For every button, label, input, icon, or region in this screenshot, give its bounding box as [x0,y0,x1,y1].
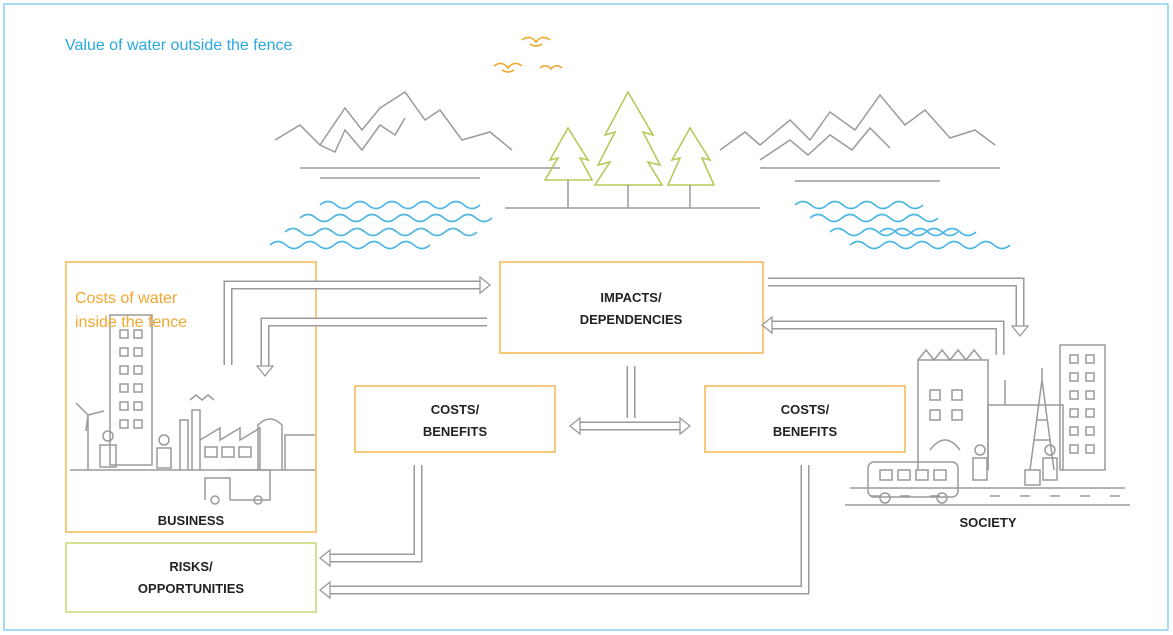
node-label: IMPACTS/ [600,290,662,305]
arrow-head [568,416,581,436]
node-label: BENEFITS [423,424,488,439]
node-label: COSTS/ [781,402,830,417]
node-box [499,261,764,354]
node-label: OPPORTUNITIES [138,581,245,596]
node-box [354,385,556,453]
tree-trunks [567,180,691,208]
wave [879,227,977,237]
mountains [274,90,1000,209]
arrow-outline [768,277,1025,326]
wave [269,240,431,250]
arrow-inner [330,465,808,593]
wave [829,227,959,237]
waves [269,200,1011,250]
node-box [704,385,906,453]
arrow-inner [330,465,421,561]
node-label: DEPENDENCIES [580,312,683,327]
birds [493,36,563,73]
business-illustration [70,314,315,505]
arrow-head [1010,325,1030,338]
arrow-outline [772,320,1005,355]
society-illustration [845,344,1130,506]
wave [794,200,924,210]
business-box [65,261,317,533]
wave [809,213,939,223]
arrow-outline [330,465,423,563]
arrows [223,275,1030,600]
node-label: RISKS/ [169,559,213,574]
arrow-head [255,365,275,378]
wave [319,200,481,210]
title: Value of water outside the fence [65,37,293,54]
wave [299,213,493,223]
arrow-head [318,580,331,600]
arrow-head [479,275,492,295]
arrow-inner [772,322,1003,355]
wave [849,240,1011,250]
arrow-outline [330,465,810,595]
label: BUSINESS [158,513,225,528]
node-box [65,542,317,613]
arrow-head [760,315,773,335]
outer-frame [3,3,1169,631]
node-label: COSTS/ [431,402,480,417]
arrow-head [318,548,331,568]
node-label: BENEFITS [773,424,838,439]
arrow-inner [225,282,480,365]
arrow-head [679,416,692,436]
trees [543,90,716,186]
wave [284,227,478,237]
inner-title: inside the fence [75,314,187,331]
arrow-inner [262,319,487,366]
inner-title: Costs of water [75,290,178,307]
arrow-inner [768,279,1023,326]
label: SOCIETY [959,515,1016,530]
arrow-outline [260,317,487,366]
